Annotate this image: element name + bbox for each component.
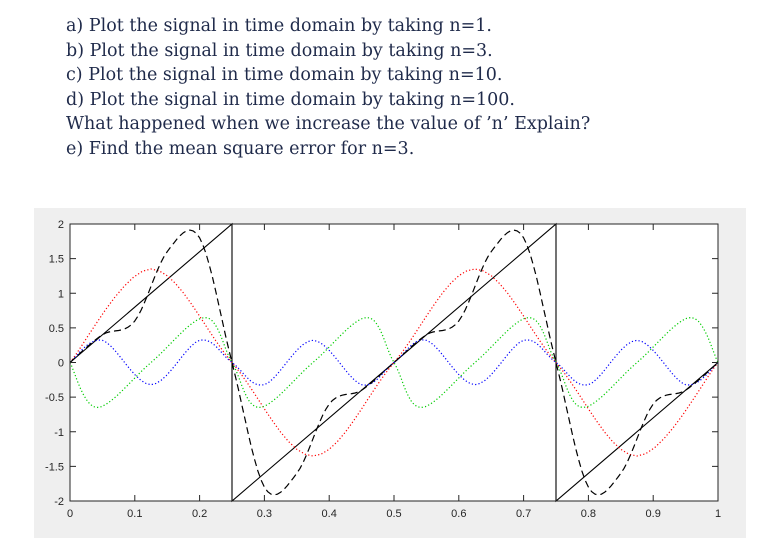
series-line-4: [69, 229, 719, 496]
y-tick-label: 0.5: [49, 323, 64, 335]
question-c: c) Plot the signal in time domain by tak…: [66, 65, 503, 86]
y-tick-label: -0.5: [45, 392, 64, 404]
x-tick-label: 0.3: [257, 508, 272, 520]
x-tick-label: 0.7: [516, 508, 531, 520]
y-tick-label: -1: [54, 427, 64, 439]
question-explain: What happened when we increase the value…: [66, 114, 591, 135]
figure-window: 0 0.1 0.2 0.3 0.4 0.5 0.6 0.7 0.8 0.9 1 -2 -1.5 -1 -0.…: [34, 208, 746, 538]
question-b: b) Plot the signal in time domain by tak…: [66, 40, 493, 61]
y-tick-label: -2: [54, 496, 64, 508]
x-tick-label: 0.1: [127, 508, 142, 520]
x-tick-label: 0.4: [322, 508, 337, 520]
time-domain-chart: 0 0.1 0.2 0.3 0.4 0.5 0.6 0.7 0.8 0.9 1 -2 -1.5 -1 -0.…: [45, 219, 721, 520]
question-list: a) Plot the signal in time domain by tak…: [66, 14, 590, 162]
x-tick-label: 0.8: [581, 508, 596, 520]
question-d: d) Plot the signal in time domain by tak…: [66, 89, 515, 110]
y-tick-label: -1.5: [45, 461, 64, 473]
question-a: a) Plot the signal in time domain by tak…: [66, 16, 492, 36]
x-tick-label: 0.9: [646, 508, 661, 520]
series-line-2: [69, 316, 719, 409]
question-e: e) Find the mean square error for n=3.: [66, 138, 415, 159]
series-line-3: [69, 339, 719, 386]
x-tick-label: 0: [67, 508, 73, 520]
y-tick-label: 1: [58, 288, 64, 300]
x-tick-label: 1: [715, 508, 721, 520]
x-tick-label: 0.2: [192, 508, 207, 520]
y-tick-label: 0: [58, 358, 64, 370]
y-tick-label: 2: [58, 219, 64, 231]
x-tick-label: 0.5: [386, 508, 401, 520]
y-tick-label: 1.5: [49, 254, 64, 266]
x-tick-label: 0.6: [451, 508, 466, 520]
